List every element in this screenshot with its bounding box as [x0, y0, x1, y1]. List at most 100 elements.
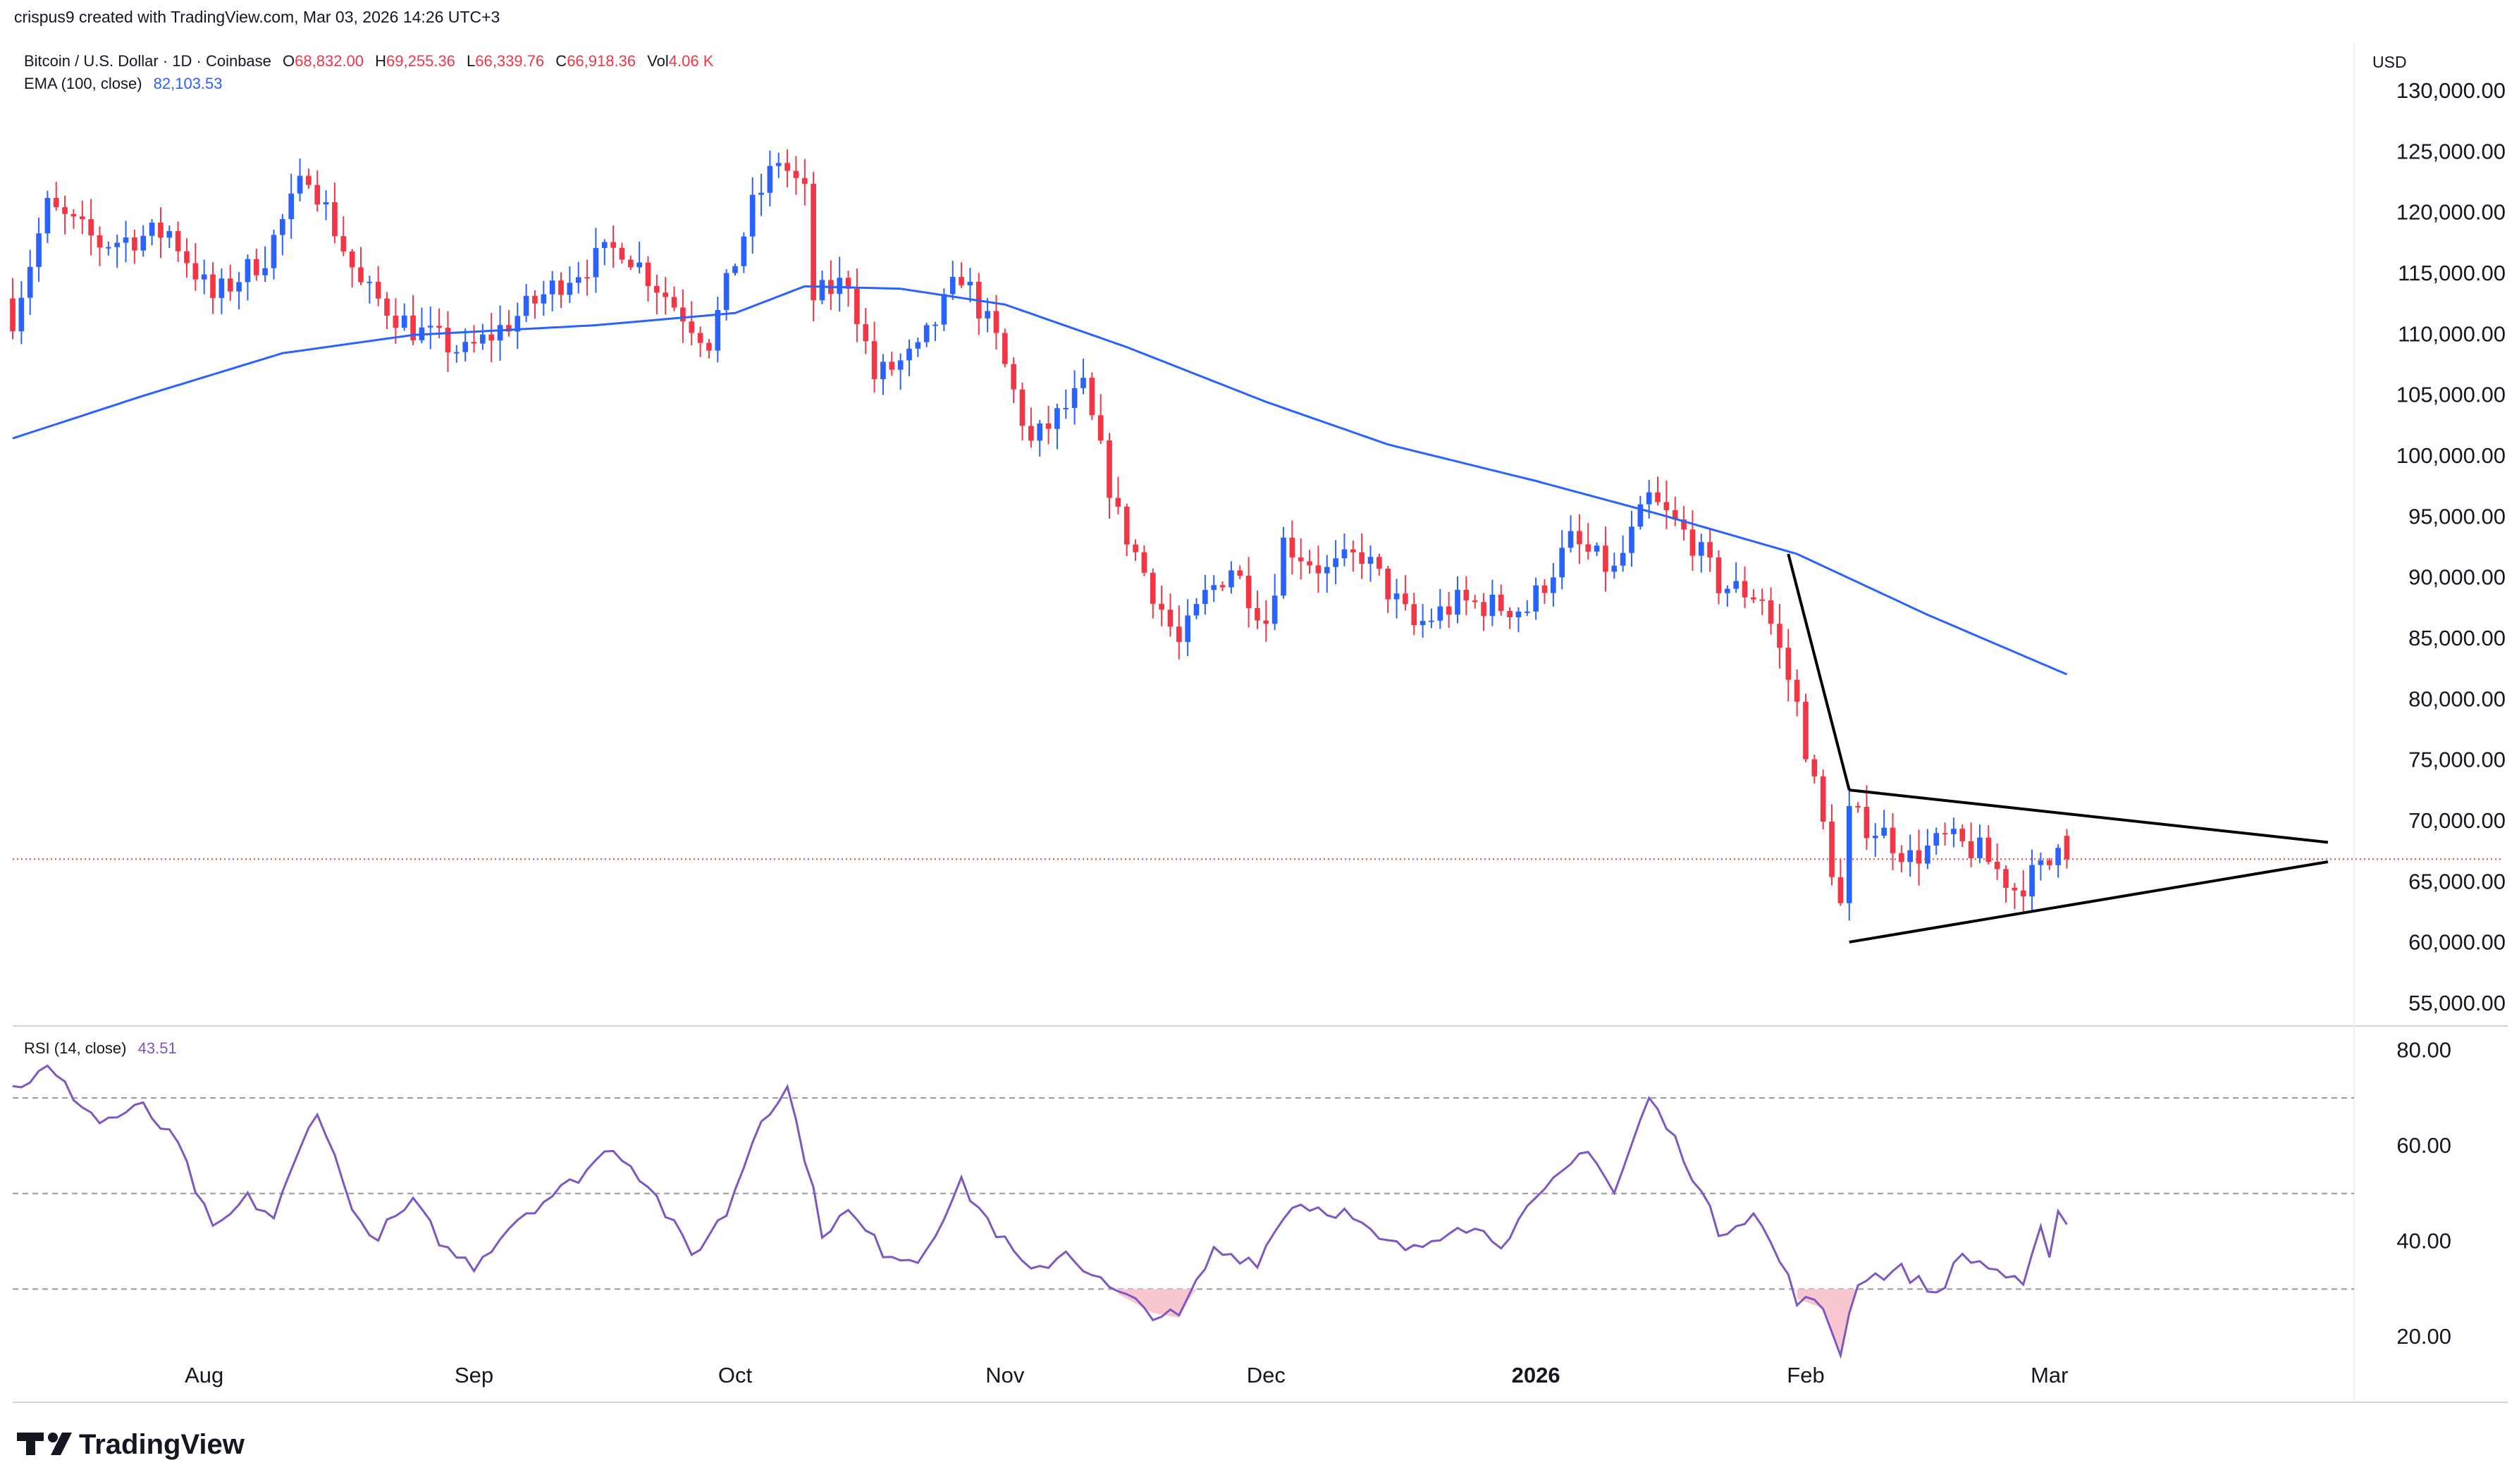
- price-tick-label: 125,000.00: [2396, 139, 2506, 163]
- candle: [2012, 882, 2018, 910]
- candle: [515, 302, 521, 350]
- candle: [1977, 824, 1983, 863]
- candle: [1489, 579, 1496, 626]
- candle: [949, 261, 956, 300]
- attribution-text: crispus9 created with TradingView.com, M…: [14, 8, 500, 26]
- price-tick-label: 130,000.00: [2396, 78, 2506, 103]
- candle: [1855, 802, 1861, 813]
- candle: [1725, 585, 1730, 607]
- high-value: 69,255.36: [386, 52, 455, 70]
- candle: [1890, 813, 1896, 870]
- candle: [741, 232, 747, 273]
- price-tick-label: 90,000.00: [2408, 565, 2506, 590]
- candle: [1733, 562, 1739, 593]
- candle: [1899, 845, 1904, 873]
- candle: [1620, 535, 1626, 572]
- chart-frame: [13, 42, 2508, 1403]
- candle: [1968, 822, 1974, 867]
- candle: [401, 303, 407, 331]
- candle: [1794, 669, 1800, 717]
- candle: [1551, 563, 1556, 607]
- price-tick-label: 75,000.00: [2408, 748, 2506, 772]
- candle: [1271, 574, 1278, 631]
- candle: [1115, 476, 1121, 515]
- candle: [210, 262, 216, 314]
- pennant-pole-line: [1787, 553, 1851, 791]
- price-tick-label: 65,000.00: [2408, 869, 2506, 894]
- candle: [871, 321, 877, 393]
- candle: [253, 248, 259, 281]
- candle: [236, 272, 242, 310]
- candle: [889, 352, 895, 376]
- candle: [123, 221, 129, 263]
- candle: [358, 247, 364, 285]
- candle: [1176, 605, 1182, 660]
- candle: [70, 209, 77, 229]
- candle: [723, 268, 729, 321]
- candle: [506, 309, 512, 337]
- rsi-tick-label: 40.00: [2396, 1229, 2451, 1254]
- candle: [262, 246, 268, 283]
- candle: [1594, 542, 1600, 557]
- tradingview-logo[interactable]: TradingView: [17, 1429, 245, 1460]
- candle: [1829, 804, 1835, 886]
- candle: [1281, 526, 1286, 599]
- candle: [1411, 593, 1417, 636]
- candle: [471, 325, 477, 353]
- candle: [654, 274, 660, 315]
- candle: [1011, 357, 1017, 404]
- volume-label: Vol: [647, 52, 669, 70]
- candle: [715, 297, 721, 363]
- candle: [97, 226, 103, 266]
- candle: [541, 280, 547, 316]
- tradingview-logo-icon: [17, 1433, 72, 1455]
- candle: [985, 297, 990, 333]
- candle: [1689, 510, 1696, 571]
- candle: [1350, 540, 1356, 572]
- candle: [663, 277, 669, 315]
- candle: [1559, 530, 1565, 590]
- price-tick-label: 110,000.00: [2398, 321, 2506, 346]
- candle: [175, 221, 181, 262]
- candle: [340, 216, 347, 256]
- candle: [375, 266, 381, 307]
- price-tick-label: 55,000.00: [2408, 991, 2506, 1015]
- candle: [1019, 383, 1026, 440]
- candle: [837, 256, 843, 312]
- symbol-label: Bitcoin / U.S. Dollar · 1D · Coinbase: [24, 52, 271, 70]
- candle: [863, 307, 869, 354]
- candle: [1820, 769, 1826, 829]
- rsi-oversold-region: [1797, 1289, 1859, 1352]
- candle: [1959, 824, 1966, 848]
- candle: [2020, 870, 2026, 913]
- price-tick-label: 70,000.00: [2408, 808, 2506, 833]
- candle: [1707, 528, 1713, 572]
- candle: [1159, 586, 1164, 626]
- candle: [1515, 607, 1522, 632]
- candle: [1080, 358, 1086, 395]
- candle: [593, 228, 599, 293]
- candle: [149, 218, 155, 246]
- candle: [1219, 581, 1226, 592]
- candle: [44, 190, 51, 243]
- candle: [932, 321, 938, 341]
- candle: [1307, 550, 1312, 574]
- candle: [393, 298, 399, 344]
- candle: [332, 183, 338, 244]
- time-tick-label: Mar: [2031, 1363, 2068, 1387]
- candle: [1333, 540, 1338, 585]
- ohlc-legend: Bitcoin / U.S. Dollar · 1D · Coinbase O6…: [24, 52, 714, 70]
- candle: [1150, 568, 1156, 619]
- candle: [271, 230, 277, 280]
- candle: [158, 207, 164, 259]
- candle: [619, 242, 625, 264]
- candle: [114, 234, 121, 268]
- candle: [497, 305, 503, 361]
- time-tick-label: Aug: [185, 1363, 223, 1387]
- candle: [1507, 607, 1513, 629]
- currency-label: USD: [2372, 53, 2407, 71]
- candle: [1089, 372, 1095, 421]
- candle: [1289, 520, 1295, 575]
- candle: [1611, 552, 1618, 579]
- candle: [10, 278, 16, 340]
